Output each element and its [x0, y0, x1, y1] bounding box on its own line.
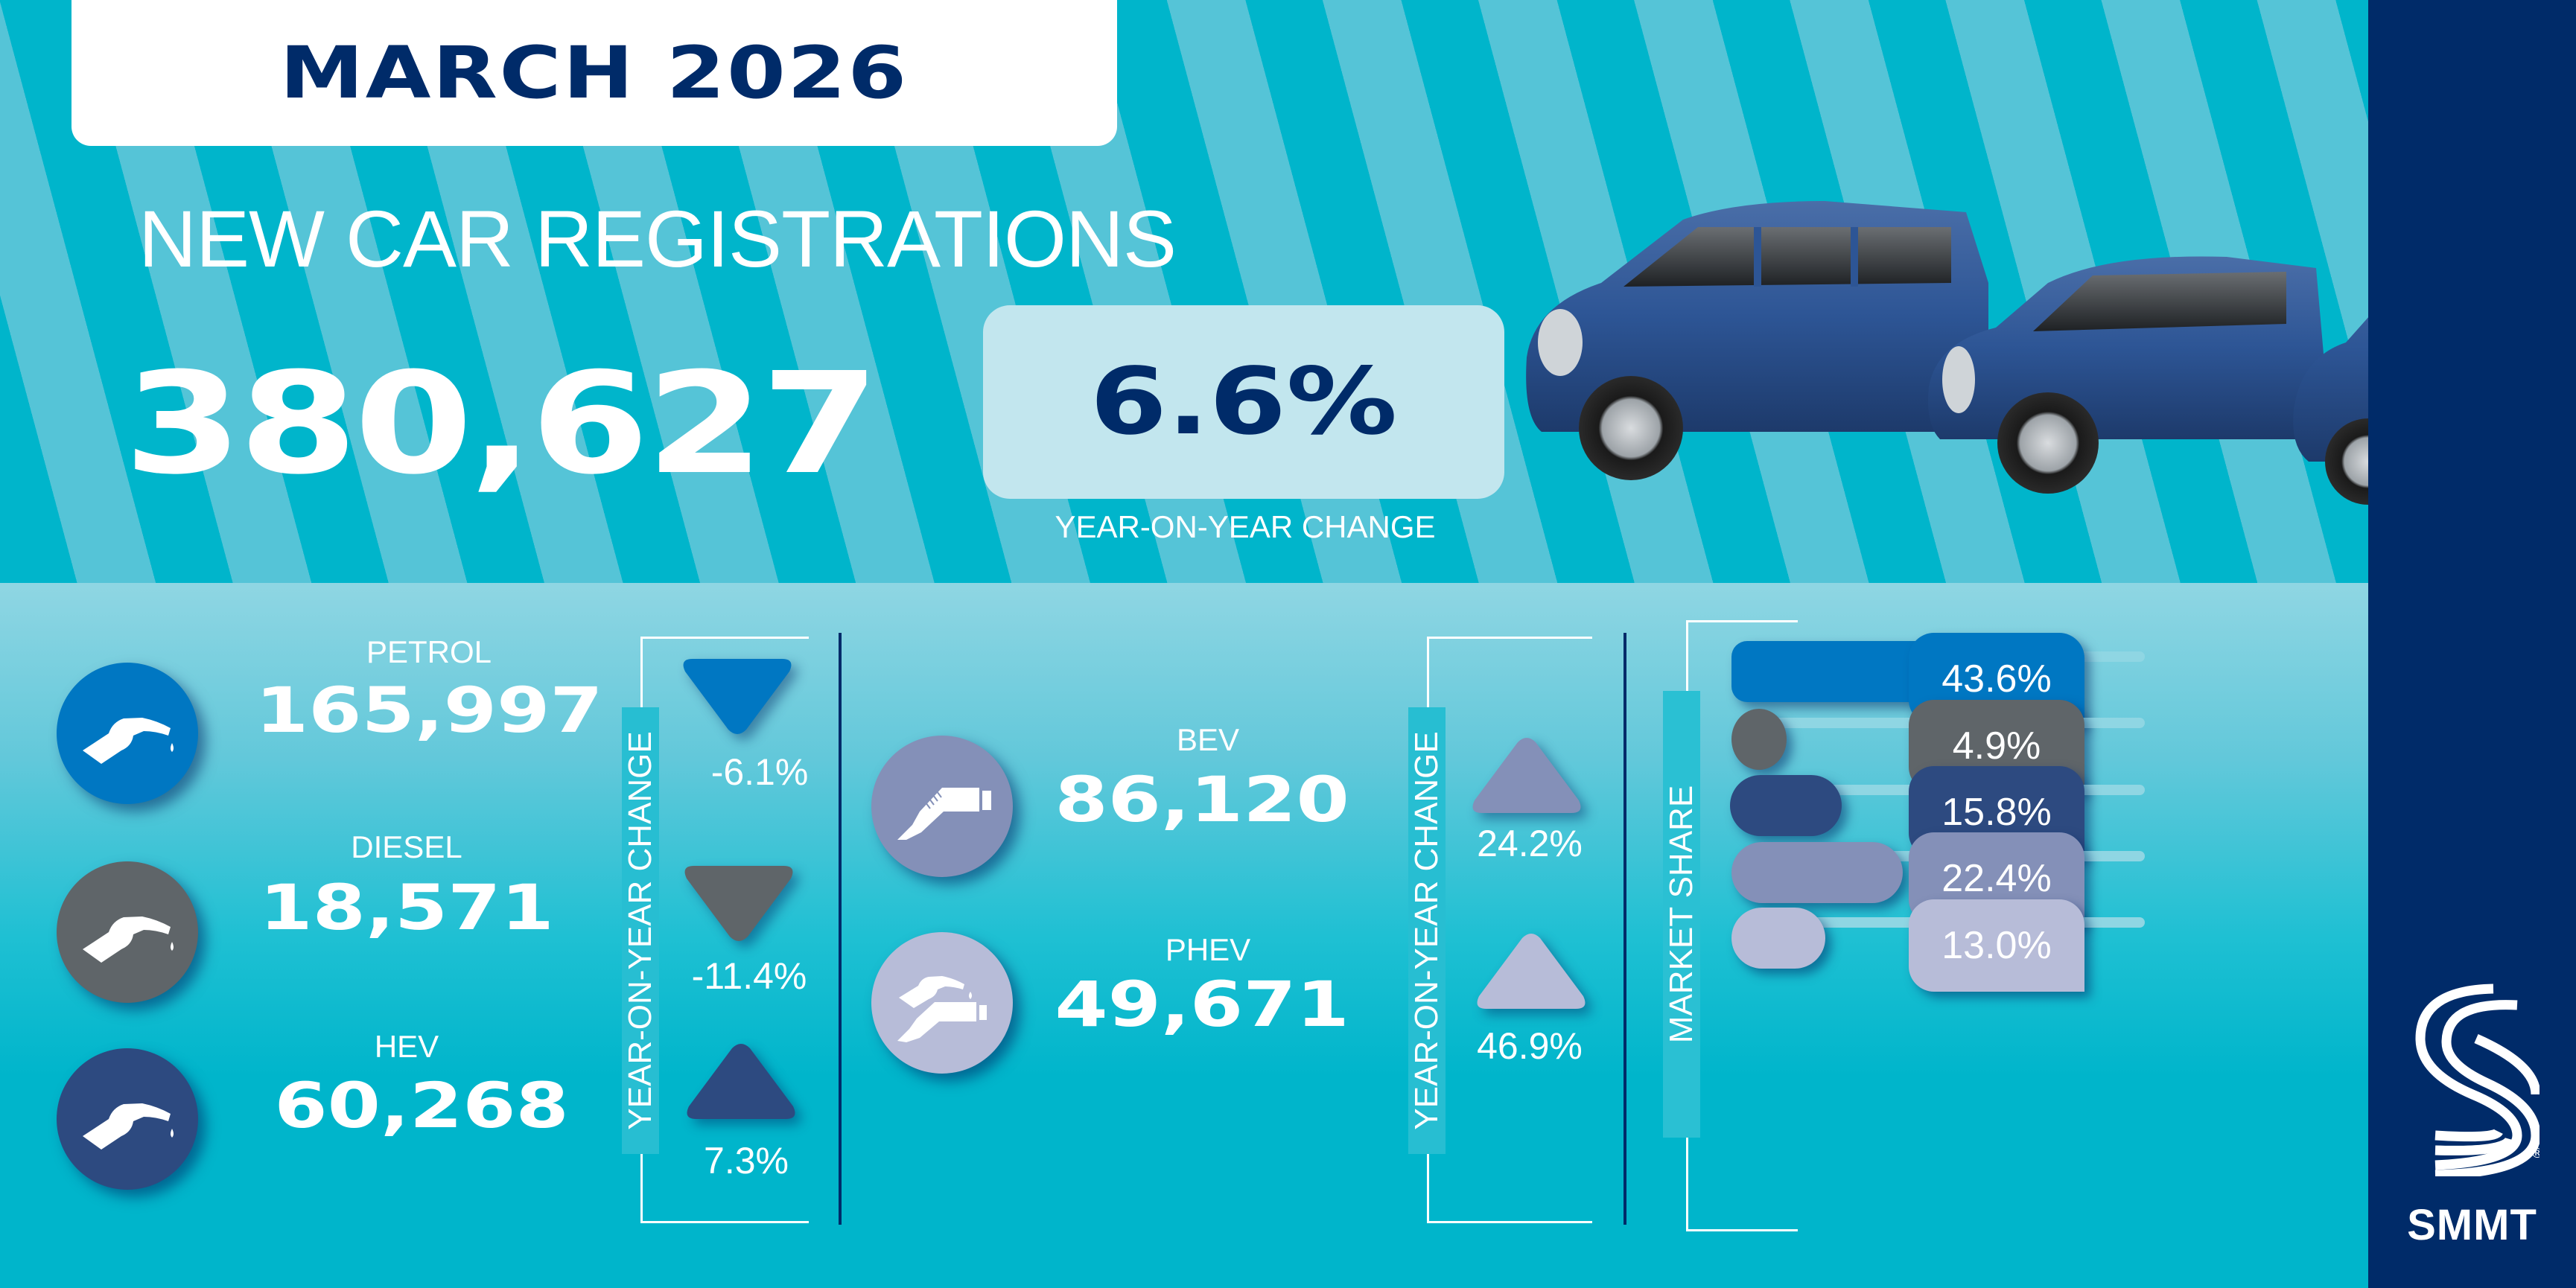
diesel-icon-badge — [57, 861, 198, 1003]
up-triangle-icon — [1472, 738, 1581, 813]
smmt-s-logo-icon: ® — [2415, 983, 2540, 1176]
column-divider-1 — [839, 633, 842, 1225]
car-2-icon — [1928, 256, 2331, 494]
diesel-yoy-change: -11.4% — [691, 955, 807, 997]
ev-charging-plug-icon — [897, 788, 991, 840]
phev-icon-badge — [871, 932, 1013, 1074]
petrol-icon-badge — [57, 663, 198, 804]
phev-registrations: 49,671 — [1055, 968, 1349, 1041]
period-card: MARCH 2026 — [71, 0, 1117, 146]
yoy-section-label-1: YEAR-ON-YEAR CHANGE — [622, 707, 659, 1154]
petrol-registrations: 165,997 — [255, 674, 603, 747]
fuel-nozzle-and-ev-plug-icon — [897, 976, 987, 1042]
bev-yoy-change: 24.2% — [1477, 823, 1583, 864]
market-share-bar-phev — [1731, 908, 1825, 969]
yoy-bracket-2 — [1427, 637, 1592, 1223]
svg-text:®: ® — [2531, 1146, 2540, 1161]
market-share-badge-phev: 13.0% — [1909, 899, 2084, 992]
diesel-registrations: 18,571 — [259, 871, 554, 944]
column-divider-2 — [1623, 633, 1626, 1225]
down-triangle-icon — [683, 659, 792, 734]
fuel-pump-nozzle-icon — [83, 1103, 174, 1150]
brand-name: SMMT — [2407, 1201, 2537, 1249]
market-share-label: MARKET SHARE — [1663, 691, 1700, 1138]
page-title: NEW CAR REGISTRATIONS — [139, 194, 1177, 284]
market-share-bar-hev — [1730, 775, 1842, 836]
market-share-bar-diesel — [1731, 709, 1787, 770]
total-registrations: 380,627 — [124, 342, 880, 506]
total-yoy-value: 6.6% — [1090, 348, 1398, 456]
total-yoy-card: 6.6% — [983, 305, 1504, 499]
petrol-yoy-change: -6.1% — [710, 751, 809, 793]
bev-label: BEV — [1176, 722, 1240, 757]
hev-icon-badge — [57, 1048, 198, 1190]
fuel-pump-nozzle-icon — [83, 718, 174, 764]
total-yoy-label: YEAR-ON-YEAR CHANGE — [1055, 509, 1436, 544]
phev-yoy-change: 46.9% — [1477, 1025, 1583, 1067]
up-triangle-icon — [687, 1044, 795, 1119]
diesel-label: DIESEL — [351, 829, 462, 864]
hev-yoy-change: 7.3% — [704, 1140, 789, 1182]
fuel-pump-nozzle-icon — [83, 916, 174, 963]
car-1-icon — [1526, 201, 1988, 480]
market-share-bar-bev — [1731, 842, 1903, 903]
down-triangle-icon — [684, 866, 793, 941]
bev-registrations: 86,120 — [1055, 763, 1349, 836]
petrol-label: PETROL — [366, 634, 492, 669]
period-title: MARCH 2026 — [280, 31, 909, 115]
bev-icon-badge — [871, 736, 1013, 877]
yoy-section-label-2: YEAR-ON-YEAR CHANGE — [1408, 707, 1446, 1154]
hev-registrations: 60,268 — [274, 1069, 569, 1142]
cars-illustration — [1526, 201, 2576, 505]
hev-label: HEV — [374, 1029, 439, 1064]
phev-label: PHEV — [1165, 932, 1251, 967]
up-triangle-icon — [1477, 934, 1586, 1009]
